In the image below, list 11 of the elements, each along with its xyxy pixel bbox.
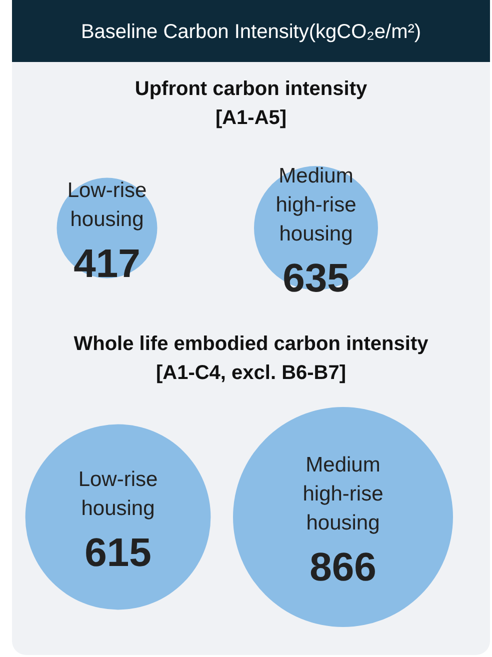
data-label: 866	[310, 546, 376, 590]
text: Whole life embodied carbon intensity [A1-C4, excl. B6-B7]	[74, 333, 430, 384]
category-label: Low-rise housing	[67, 179, 147, 231]
text: Baseline Carbon Intensity(kgCO₂e/m²)	[80, 21, 422, 43]
category-label: Medium high-rise housing	[276, 164, 356, 246]
text: Upfront carbon intensity [A1-A5]	[134, 78, 368, 129]
category-label: Low-rise housing	[78, 468, 158, 520]
data-label: 417	[74, 242, 140, 286]
category-label: Medium high-rise housing	[302, 454, 384, 534]
data-label: 615	[84, 531, 152, 575]
data-label: 635	[282, 256, 350, 300]
